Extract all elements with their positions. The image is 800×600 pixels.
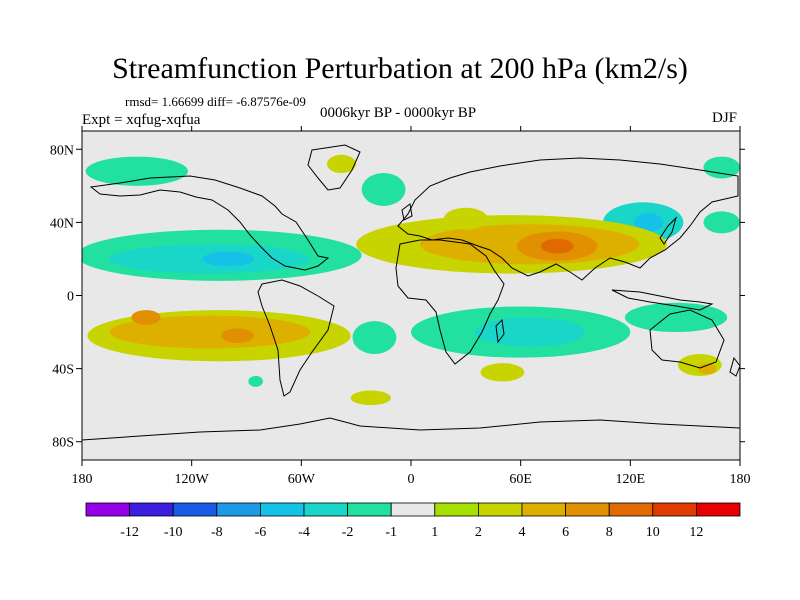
coastline-madagascar (495, 318, 505, 344)
colorbar-swatch (347, 502, 392, 517)
colorbar-label: 8 (606, 525, 613, 540)
anomaly-s-indian-pos (480, 363, 525, 382)
anomaly-nw-america-neg (85, 156, 189, 186)
colorbar-swatch (521, 502, 566, 517)
colorbar-swatch (85, 502, 130, 517)
colorbar-label: -8 (211, 525, 223, 540)
anomaly-s-atlantic-neg (352, 321, 397, 354)
coastlines (82, 144, 740, 441)
x-tick-label: 60W (288, 472, 316, 487)
anomaly-s-pacific-core (131, 310, 161, 325)
colorbar-swatch (477, 502, 523, 517)
colorbar-label: -4 (298, 525, 310, 540)
colorbar-swatch (608, 502, 654, 517)
anomaly-n-pacific-core2 (202, 251, 254, 267)
colorbar-swatch (172, 502, 218, 517)
anomaly-east-asia-core (633, 213, 664, 232)
y-tick-label: 40S (52, 363, 74, 378)
x-tick-label: 180 (730, 472, 751, 487)
coastline-southeast-asia (611, 289, 714, 311)
x-tick-label: 180 (72, 472, 93, 487)
colorbar-swatch (565, 502, 610, 517)
x-tick-label: 0 (408, 472, 415, 487)
colorbar-label: 6 (562, 525, 569, 540)
coastline-antarctica (82, 417, 740, 441)
anomaly-indian-ocean-core (474, 317, 585, 347)
colorbar-swatch (303, 502, 348, 517)
colorbar-label: 12 (689, 525, 703, 540)
colorbar-swatch (434, 502, 479, 517)
y-tick-label: 0 (67, 290, 74, 305)
coastline-new-zealand (729, 356, 740, 377)
anomaly-s-ocean-pos (350, 390, 391, 406)
colorbar-swatch (390, 502, 436, 517)
plot-background (82, 131, 740, 460)
axis-ticks: 180 120W 60W 0 60E 120E 180 80N 40N 0 40S 80S (50, 126, 751, 487)
colorbar-swatch (259, 502, 305, 517)
colorbar-label: 1 (431, 525, 438, 540)
anomaly-tasman-pos (677, 353, 722, 376)
coastline-japan (659, 216, 678, 245)
chart-title: Streamfunction Perturbation at 200 hPa (… (112, 52, 688, 85)
colorbar-label: -2 (342, 525, 354, 540)
colorbar-label: 4 (519, 525, 526, 540)
colorbar-swatch (129, 502, 174, 517)
coastline-north-america (89, 175, 330, 271)
anomaly-arabia-pos (443, 207, 488, 230)
x-tick-label: 60E (509, 472, 532, 487)
coastline-eurasia (397, 157, 739, 281)
colorbar-label: -1 (385, 525, 397, 540)
experiment-label: Expt = xqfug-xqfua (82, 112, 201, 128)
x-tick-label: 120W (175, 472, 210, 487)
anomaly-layer (82, 154, 740, 406)
coastline-south-america (257, 279, 335, 397)
colorbar-label: -6 (255, 525, 267, 540)
anomaly-north-atlantic-pos (326, 154, 357, 174)
anomaly-s-pacific-core2 (220, 328, 254, 344)
y-tick-label: 80S (52, 436, 74, 451)
anomaly-s-pacific-mid (109, 315, 311, 349)
anomaly-tibet-inner (540, 238, 574, 254)
colorbar-swatch (216, 502, 261, 517)
x-tick-label: 120E (616, 472, 646, 487)
colorbar: -12 -10 -8 -6 -4 -2 -1 1 2 4 6 8 10 12 (85, 502, 741, 540)
anomaly-ne-europe-neg (361, 173, 406, 206)
season-label: DJF (712, 110, 738, 126)
anomaly-patagonia-neg (248, 375, 263, 387)
y-tick-label: 40N (50, 216, 74, 231)
colorbar-swatch (652, 502, 697, 517)
colorbar-swatch (696, 502, 741, 517)
coastline-uk (401, 203, 413, 221)
colorbar-label: -10 (164, 525, 183, 540)
stats-line: rmsd= 1.66699 diff= -6.87576e-09 (125, 94, 306, 109)
period-label: 0006kyr BP - 0000kyr BP (320, 105, 477, 121)
anomaly-pacific-40n-neg (703, 211, 740, 234)
colorbar-label: 10 (646, 525, 660, 540)
coastline-australia (649, 309, 725, 369)
anomaly-australia-neg (624, 302, 728, 333)
colorbar-label: 2 (475, 525, 482, 540)
coastline-africa (395, 239, 505, 365)
colorbar-label: -12 (120, 525, 139, 540)
anomaly-arctic-russia-neg (703, 156, 740, 179)
coastline-greenland (307, 144, 361, 191)
anomaly-tasman-core (697, 363, 717, 375)
y-tick-label: 80N (50, 143, 74, 158)
